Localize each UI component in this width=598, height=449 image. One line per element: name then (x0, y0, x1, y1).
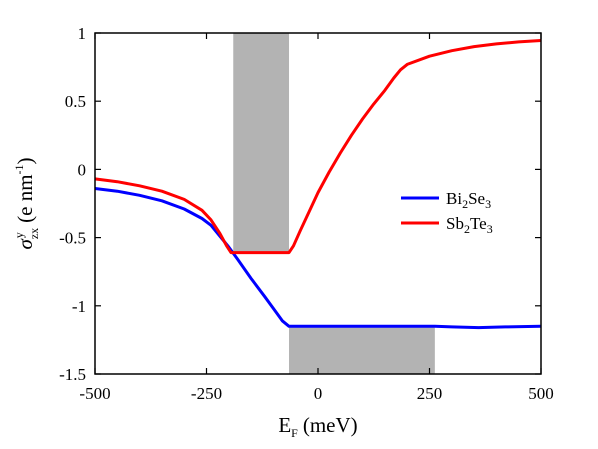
y-tick-label: -1 (72, 297, 86, 316)
legend: Bi2Se3 Sb2Te3 (401, 189, 493, 236)
y-axis-title-unit-suffix: ) (13, 157, 37, 164)
y-tick-label: 1 (78, 24, 87, 43)
x-tick-label: -500 (79, 384, 110, 403)
y-axis-title-sup: y (12, 232, 26, 238)
series-line-Bi2Se3 (94, 187, 542, 330)
x-axis-title-sub: F (291, 426, 298, 440)
x-axis-title-main: E (278, 413, 291, 437)
x-tick-label: 0 (314, 384, 323, 403)
y-tick-label: 0 (78, 160, 87, 179)
axis-ticks: -500 -250 0 250 500 1 0.5 0 -0.5 -1 -1.5 (59, 24, 554, 403)
y-tick-label: 0.5 (65, 92, 86, 111)
x-tick-label: 500 (528, 384, 554, 403)
y-axis-title-sub: zx (27, 228, 41, 239)
x-axis-title: EF (meV) (278, 413, 357, 440)
y-tick-label: -0.5 (59, 229, 86, 248)
legend-label-Sb2Te3: Sb2Te3 (446, 214, 493, 236)
y-axis-title-unit-prefix: (e nm (13, 174, 37, 222)
x-axis-title-unit: (meV) (303, 413, 358, 437)
legend-label-Bi2Se3: Bi2Se3 (446, 189, 491, 211)
y-tick-label: -1.5 (59, 365, 86, 384)
y-axis-title: σyzx (e nm-1) (12, 157, 41, 249)
y-axis-title-main: σ (13, 238, 37, 250)
y-axis-title-unit-exp: -1 (12, 164, 26, 174)
x-tick-label: 250 (417, 384, 443, 403)
x-tick-label: -250 (191, 384, 222, 403)
shaded-region-1 (233, 33, 290, 253)
series-lines (94, 39, 542, 330)
shaded-regions (233, 33, 435, 374)
shaded-region-2 (289, 326, 435, 374)
series-line-Sb2Te3 (94, 39, 542, 255)
